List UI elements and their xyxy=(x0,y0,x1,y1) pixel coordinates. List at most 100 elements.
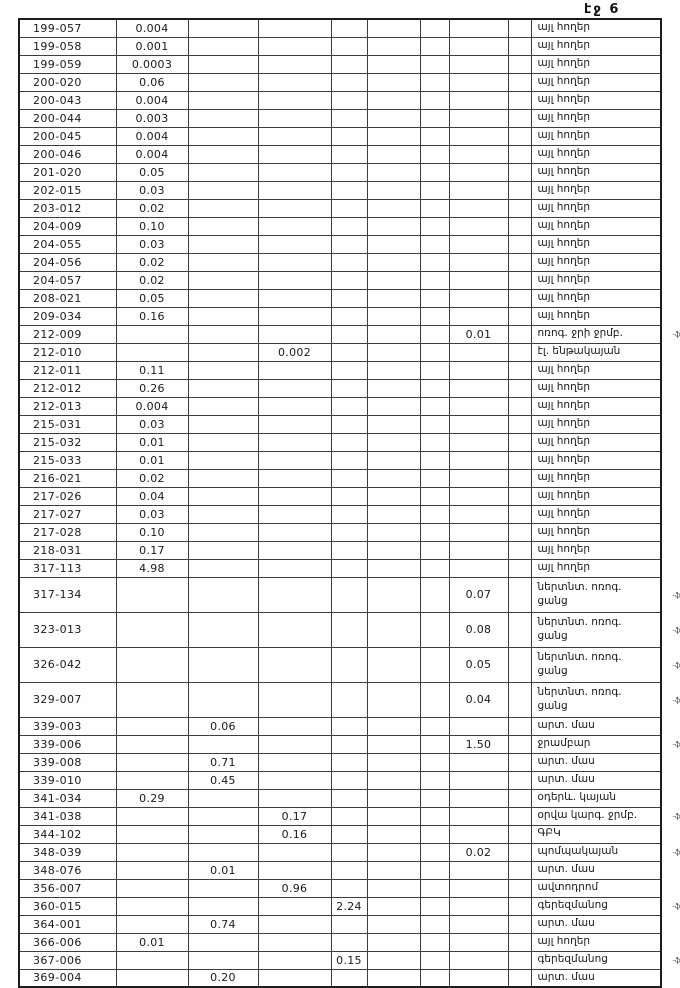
area-value-cell xyxy=(448,72,509,92)
area-value-cell xyxy=(507,36,532,56)
area-value-cell xyxy=(507,522,532,542)
area-value-cell xyxy=(507,842,532,862)
area-value-cell: 0.20 xyxy=(187,968,259,988)
area-value-cell xyxy=(366,806,421,826)
area-value-cell xyxy=(507,270,532,290)
land-type-label: այլ հողեր xyxy=(537,435,591,448)
area-value-cell xyxy=(115,611,189,648)
land-type-label: այլ հողեր xyxy=(537,561,591,574)
area-value-cell xyxy=(507,932,532,952)
area-value-cell xyxy=(366,788,421,808)
land-type-label: այլ հողեր xyxy=(537,543,591,556)
area-value-cell xyxy=(448,378,509,398)
area-value-cell xyxy=(115,646,189,683)
area-value-cell xyxy=(448,950,509,970)
area-value-cell: 0.05 xyxy=(115,162,189,182)
area-value-cell xyxy=(419,716,450,736)
land-type-cell: այլ հողեր xyxy=(530,234,662,254)
area-value-cell xyxy=(257,522,332,542)
land-type-label: այլ հողեր xyxy=(537,381,591,394)
handwritten-margin-mark: -ֆմ xyxy=(672,956,680,965)
area-value-cell xyxy=(330,216,368,236)
table-row: 200-020 0.06 այլ հողեր xyxy=(18,72,662,92)
area-value-cell xyxy=(187,198,259,218)
area-value-cell xyxy=(330,486,368,506)
land-type-label: ներտնտ. ոռոգ. ցանց xyxy=(537,650,622,677)
area-value-cell xyxy=(115,576,189,613)
area-value-cell xyxy=(448,414,509,434)
parcel-code-cell: 217-028 xyxy=(18,522,117,542)
parcel-code-cell: 200-046 xyxy=(18,144,117,164)
area-value-cell xyxy=(257,860,332,880)
area-value-cell xyxy=(187,324,259,344)
area-value-cell xyxy=(507,824,532,844)
parcel-code-cell: 200-044 xyxy=(18,108,117,128)
area-value-cell xyxy=(419,72,450,92)
area-value-cell xyxy=(257,968,332,988)
area-value-cell xyxy=(448,504,509,524)
area-value-cell xyxy=(330,432,368,452)
land-type-label: այլ հողեր xyxy=(537,309,591,322)
area-value-cell xyxy=(330,288,368,308)
area-value-cell xyxy=(330,54,368,74)
table-row: 366-006 0.01 այլ հողեր xyxy=(18,932,662,952)
land-type-cell: արտ. մաս xyxy=(530,914,662,934)
area-value-cell: 0.01 xyxy=(115,432,189,452)
area-value-cell xyxy=(366,72,421,92)
table-row: 217-027 0.03 այլ հողեր xyxy=(18,504,662,524)
area-value-cell xyxy=(257,288,332,308)
land-type-cell: այլ հողեր xyxy=(530,90,662,110)
parcel-code-cell: 200-043 xyxy=(18,90,117,110)
land-type-label: այլ հողեր xyxy=(537,489,591,502)
land-type-cell: այլ հողեր xyxy=(530,306,662,326)
area-value-cell xyxy=(187,576,259,613)
area-value-cell xyxy=(187,162,259,182)
area-value-cell xyxy=(257,324,332,344)
land-type-label: այլ հողեր xyxy=(537,183,591,196)
area-value-cell xyxy=(187,522,259,542)
land-type-cell: այլ հողեր xyxy=(530,414,662,434)
area-value-cell xyxy=(366,486,421,506)
land-type-label: էլ. ենթակայան xyxy=(537,345,621,358)
land-type-label: արտ. մաս xyxy=(537,773,595,786)
area-value-cell xyxy=(419,450,450,470)
area-value-cell xyxy=(419,950,450,970)
area-value-cell xyxy=(330,270,368,290)
parcel-code-cell: 212-009 xyxy=(18,324,117,344)
parcel-code-cell: 199-057 xyxy=(18,18,117,38)
area-value-cell xyxy=(366,611,421,648)
area-value-cell xyxy=(507,360,532,380)
land-type-label: այլ հողեր xyxy=(537,111,591,124)
land-type-label: այլ հողեր xyxy=(537,75,591,88)
area-value-cell xyxy=(257,752,332,772)
parcel-code-cell: 366-006 xyxy=(18,932,117,952)
area-value-cell xyxy=(187,126,259,146)
area-value-cell xyxy=(257,90,332,110)
area-value-cell xyxy=(448,824,509,844)
area-value-cell xyxy=(366,162,421,182)
parcel-code-cell: 204-009 xyxy=(18,216,117,236)
area-value-cell xyxy=(330,646,368,683)
parcel-code-cell: 217-026 xyxy=(18,486,117,506)
table-row: 339-010 0.45 արտ. մաս xyxy=(18,770,662,790)
area-value-cell xyxy=(330,522,368,542)
land-type-label: այլ հողեր xyxy=(537,147,591,160)
area-value-cell xyxy=(257,144,332,164)
area-value-cell xyxy=(330,540,368,560)
land-type-cell: այլ հողեր xyxy=(530,216,662,236)
land-type-label: այլ հողեր xyxy=(537,935,591,948)
land-type-cell: ջրամբար -ֆմ xyxy=(530,734,680,754)
area-value-cell: 0.74 xyxy=(187,914,259,934)
area-value-cell xyxy=(366,144,421,164)
parcel-code-cell: 339-006 xyxy=(18,734,117,754)
area-value-cell xyxy=(257,646,332,683)
parcel-code-cell: 323-013 xyxy=(18,611,117,648)
table-row: 339-006 1.50 ջրամբար -ֆմ xyxy=(18,734,680,754)
area-value-cell xyxy=(257,270,332,290)
area-value-cell: 0.02 xyxy=(115,270,189,290)
land-type-cell: այլ հողեր xyxy=(530,180,662,200)
area-value-cell xyxy=(330,414,368,434)
area-value-cell: 0.17 xyxy=(115,540,189,560)
area-value-cell xyxy=(507,504,532,524)
area-value-cell xyxy=(257,468,332,488)
